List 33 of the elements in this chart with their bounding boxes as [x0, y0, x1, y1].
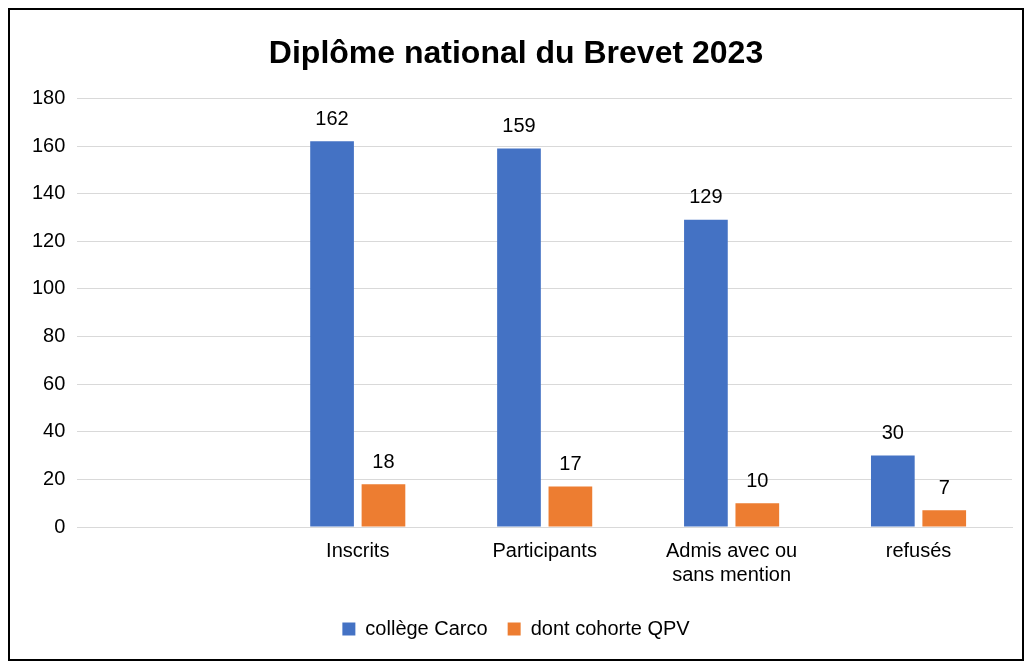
- bar: [922, 510, 967, 527]
- x-tick-label: Participants: [492, 538, 597, 561]
- chart-title: Diplôme national du Brevet 2023: [268, 34, 764, 71]
- x-tick-label: Inscrits: [326, 538, 390, 561]
- data-label: 129: [689, 185, 723, 208]
- x-tick-label: refusés: [885, 538, 952, 561]
- data-label: 30: [881, 421, 904, 444]
- data-label: 10: [746, 468, 769, 491]
- y-tick-label: 20: [43, 466, 66, 489]
- bar: [361, 484, 406, 527]
- data-label: 159: [502, 113, 536, 136]
- y-tick-label: 0: [54, 514, 66, 537]
- y-tick-label: 40: [43, 419, 66, 442]
- y-tick-label: 100: [31, 276, 66, 299]
- y-tick-label: 140: [31, 181, 66, 204]
- y-tick-label: 60: [43, 371, 66, 394]
- x-tick-label: Admis avec ou sans mention: [666, 538, 798, 585]
- legend-label: dont cohorte QPV: [530, 616, 691, 639]
- legend-label: collège Carco: [365, 616, 488, 639]
- bar: [548, 486, 593, 527]
- data-label: 17: [559, 452, 582, 475]
- data-label: 162: [315, 106, 349, 129]
- y-tick-label: 120: [31, 228, 66, 251]
- bar: [870, 455, 915, 527]
- bar: [310, 141, 354, 527]
- bar: [684, 219, 728, 527]
- bar: [497, 148, 541, 527]
- data-label: 7: [938, 475, 950, 498]
- y-tick-label: 160: [31, 133, 66, 156]
- y-tick-label: 80: [43, 324, 66, 347]
- bar: [735, 503, 780, 527]
- y-tick-label: 180: [31, 85, 66, 108]
- data-label: 18: [372, 449, 395, 472]
